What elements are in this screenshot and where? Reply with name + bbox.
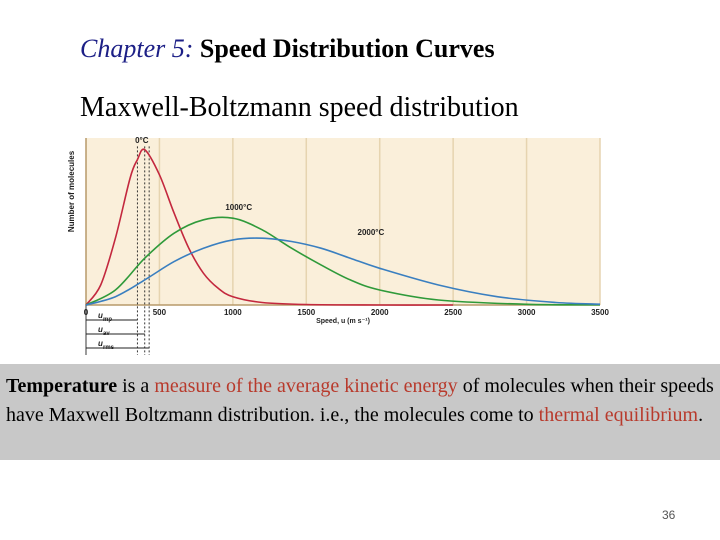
- curve-label-0: 0°C: [135, 136, 149, 145]
- caption-box: Temperature is a measure of the average …: [0, 364, 720, 460]
- plot-background: [86, 138, 600, 305]
- curve-label-1: 1000°C: [225, 203, 252, 212]
- title-text: Speed Distribution Curves: [199, 34, 495, 63]
- caption-part-2: measure of the average kinetic energy: [154, 375, 458, 397]
- caption-part-1: is a: [117, 375, 155, 397]
- speed-marker-subscript-av: av: [103, 331, 110, 337]
- curve-label-2: 2000°C: [358, 228, 385, 237]
- series-line-2: [85, 237, 601, 306]
- caption-part-3: of molecules when their speeds have Maxw…: [6, 375, 714, 426]
- y-axis-label: Number of molecules: [67, 150, 76, 232]
- slide-title: Chapter 5: Speed Distribution Curves: [80, 34, 495, 64]
- speed-marker-label-av: u: [98, 325, 103, 334]
- x-tick-label-3: 1500: [297, 308, 315, 317]
- caption-part-5: .: [698, 404, 704, 426]
- speed-marker-label-rms: u: [98, 339, 103, 348]
- x-tick-label-4: 2000: [371, 308, 389, 317]
- x-tick-label-2: 1000: [224, 308, 242, 317]
- x-axis-label: Speed, u (m s⁻¹): [316, 318, 370, 325]
- x-tick-label-5: 2500: [444, 308, 462, 317]
- x-tick-label-1: 500: [153, 308, 167, 317]
- speed-distribution-chart: 0500100015002000250030003500Speed, u (m …: [67, 136, 609, 355]
- slide-subtitle: Maxwell-Boltzmann speed distribution: [80, 92, 519, 123]
- page-number: 36: [662, 508, 676, 522]
- x-tick-label-7: 3500: [591, 308, 609, 317]
- x-tick-label-6: 3000: [518, 308, 536, 317]
- series-line-1: [85, 216, 601, 306]
- chapter-label: Chapter 5:: [80, 34, 194, 63]
- series-line-0: [85, 148, 454, 306]
- speed-marker-subscript-mp: mp: [103, 317, 112, 323]
- speed-marker-subscript-rms: rms: [103, 345, 115, 351]
- caption-part-4: thermal equilibrium: [538, 404, 699, 426]
- speed-marker-label-mp: u: [98, 311, 103, 320]
- caption-part-0: Temperature: [6, 375, 118, 397]
